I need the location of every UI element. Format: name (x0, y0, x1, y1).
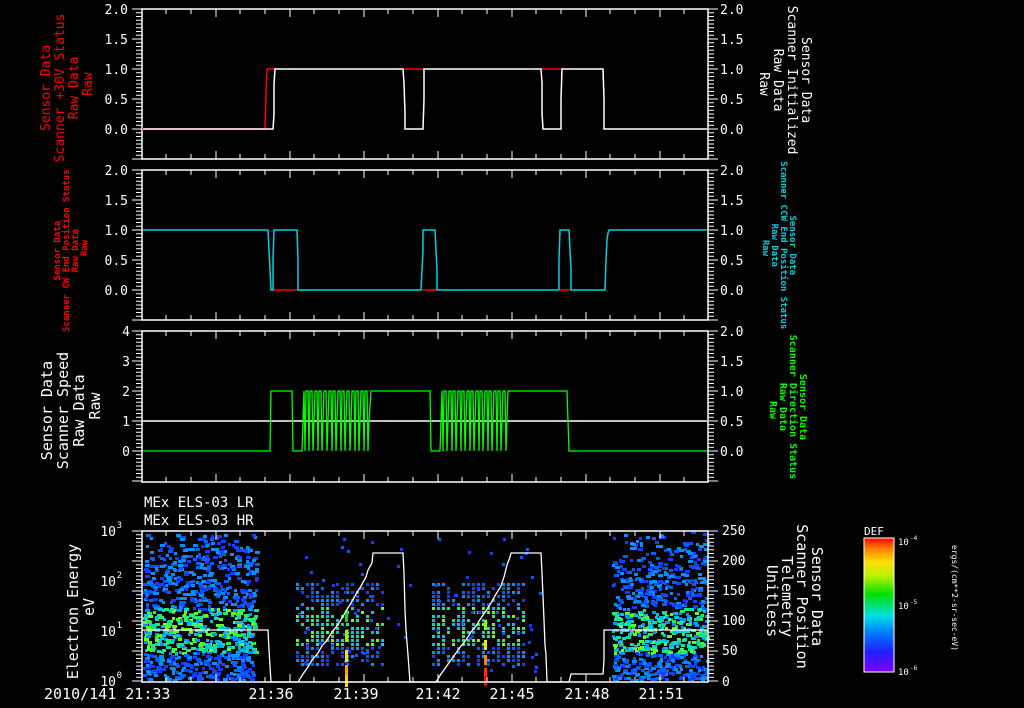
svg-text:4: 4 (122, 325, 130, 340)
panel-2-left-ticks: 2.0 1.5 1.0 0.5 0.0 (105, 164, 128, 299)
scanner-initialized-trace (143, 68, 707, 130)
svg-text:0: 0 (122, 445, 130, 460)
svg-text:100: 100 (722, 614, 745, 629)
panel-2-right-ticks: 2.0 1.5 1.0 0.5 0.0 (720, 164, 743, 299)
svg-text:10: 10 (898, 602, 909, 612)
svg-text:21:42: 21:42 (415, 685, 460, 703)
svg-text:0.0: 0.0 (105, 123, 128, 138)
svg-text:3: 3 (117, 521, 122, 531)
svg-text:2.0: 2.0 (720, 325, 743, 340)
panel-2: 2.0 1.5 1.0 0.5 0.0 2.0 1.5 1.0 0.5 0.0 … (53, 161, 797, 334)
svg-text:1.0: 1.0 (105, 224, 128, 239)
svg-text:0.5: 0.5 (105, 93, 128, 108)
svg-text:2.0: 2.0 (720, 3, 743, 18)
svg-text:21:45: 21:45 (489, 685, 534, 703)
svg-text:1.0: 1.0 (720, 224, 743, 239)
svg-text:-6: -6 (910, 665, 918, 672)
svg-text:1: 1 (122, 415, 130, 430)
svg-text:21:48: 21:48 (564, 685, 609, 703)
svg-text:21:39: 21:39 (333, 685, 378, 703)
svg-text:0: 0 (117, 671, 122, 681)
x-tick-date: 2010/141 21:33 (44, 685, 170, 703)
svg-text:0.5: 0.5 (720, 93, 743, 108)
colorbar-units: ergs/(cm**2-sr-sec-eV) (950, 545, 959, 651)
svg-text:21:36: 21:36 (248, 685, 293, 703)
colorbar-label: DEF (864, 525, 884, 538)
svg-text:1.0: 1.0 (720, 63, 743, 78)
panel-3-frame (141, 330, 709, 483)
panel-3: 4 3 2 1 0 2.0 1.5 1.0 0.5 0.0 Sensor Dat… (38, 325, 808, 486)
svg-text:1.0: 1.0 (105, 63, 128, 78)
svg-text:21:51: 21:51 (638, 685, 683, 703)
svg-text:10: 10 (100, 575, 116, 590)
panel-2-right-label: Sensor Data Scanner CCW End Position Sta… (760, 161, 797, 334)
svg-text:0.0: 0.0 (105, 284, 128, 299)
svg-text:10: 10 (898, 538, 909, 548)
panel-3-right-label: Sensor Data Scanner Direction Status Raw… (767, 335, 808, 486)
svg-text:150: 150 (722, 584, 745, 599)
svg-text:0.5: 0.5 (720, 254, 743, 269)
svg-text:3: 3 (122, 355, 130, 370)
svg-text:2: 2 (122, 385, 130, 400)
panel-1-right-ticks: 2.0 1.5 1.0 0.5 0.0 (720, 3, 743, 138)
svg-text:200: 200 (722, 554, 745, 569)
panel-4-left-label: Electron Energy eV (64, 535, 98, 680)
svg-text:0.0: 0.0 (720, 123, 743, 138)
panel-2-left-label: Sensor Data Scanner CW End Position Stat… (53, 164, 90, 332)
svg-text:50: 50 (722, 644, 738, 659)
panel-4-left-ticks: 10 3 10 2 10 1 10 0 (100, 521, 122, 690)
axis-tick-marks (132, 8, 718, 682)
panel-4: MEx ELS-03 LR MEx ELS-03 HR 10 3 10 2 10… (64, 495, 826, 690)
svg-text:1.5: 1.5 (105, 194, 128, 209)
spectrogram-pixels (143, 531, 710, 687)
panel-4-title-lr: MEx ELS-03 LR (144, 495, 254, 511)
svg-text:10: 10 (898, 668, 909, 678)
svg-text:1.5: 1.5 (720, 194, 743, 209)
x-axis: 2010/141 21:33 21:36 21:39 21:42 21:45 2… (44, 685, 684, 703)
svg-text:2.0: 2.0 (105, 3, 128, 18)
svg-text:1: 1 (117, 621, 122, 631)
svg-text:2.0: 2.0 (720, 164, 743, 179)
panel-1-right-label: Sensor Data Scanner Initialized Raw Data… (756, 6, 813, 163)
ccw-end-trace (143, 229, 707, 291)
svg-text:250: 250 (722, 524, 745, 539)
panel-4-title-hr: MEx ELS-03 HR (144, 513, 254, 529)
svg-text:10: 10 (100, 525, 116, 540)
svg-text:1.5: 1.5 (105, 33, 128, 48)
svg-text:0.0: 0.0 (720, 445, 743, 460)
panel-3-left-ticks: 4 3 2 1 0 (122, 325, 130, 460)
colorbar-ticks: 10 -4 10 -5 10 -6 (898, 535, 918, 678)
panel-4-right-ticks: 250 200 150 100 50 0 (722, 524, 745, 690)
panel-1-left-label: Sensor Data Scanner +30V Status Raw Data… (39, 6, 96, 163)
svg-text:0.0: 0.0 (720, 284, 743, 299)
svg-text:-5: -5 (910, 599, 918, 606)
panel-1: 2.0 1.5 1.0 0.5 0.0 2.0 1.5 1.0 0.5 0.0 … (39, 3, 813, 162)
panel-1-frame (141, 8, 709, 160)
svg-text:2.0: 2.0 (105, 164, 128, 179)
svg-text:0: 0 (722, 675, 730, 690)
panel-3-left-label: Sensor Data Scanner Speed Raw Data Raw (38, 343, 104, 469)
svg-text:1.0: 1.0 (720, 385, 743, 400)
panel-2-frame (141, 169, 709, 321)
colorbar: DEF 10 -4 10 -5 10 -6 ergs/(cm**2-sr-sec… (863, 525, 959, 678)
svg-text:10: 10 (100, 675, 116, 690)
svg-text:2: 2 (117, 571, 122, 581)
scanner-direction-trace (143, 390, 707, 452)
svg-text:0.5: 0.5 (105, 254, 128, 269)
panel-4-right-label: Sensor Data Scanner Position Telemetry U… (763, 524, 826, 678)
panel-3-right-ticks: 2.0 1.5 1.0 0.5 0.0 (720, 325, 743, 460)
svg-text:-4: -4 (910, 535, 918, 542)
scanner-30v-trace (142, 68, 275, 130)
svg-text:10: 10 (100, 625, 116, 640)
panel-1-left-ticks: 2.0 1.5 1.0 0.5 0.0 (105, 3, 128, 138)
svg-text:1.5: 1.5 (720, 355, 743, 370)
colorbar-gradient (863, 537, 895, 673)
svg-text:1.5: 1.5 (720, 33, 743, 48)
svg-text:0.5: 0.5 (720, 415, 743, 430)
